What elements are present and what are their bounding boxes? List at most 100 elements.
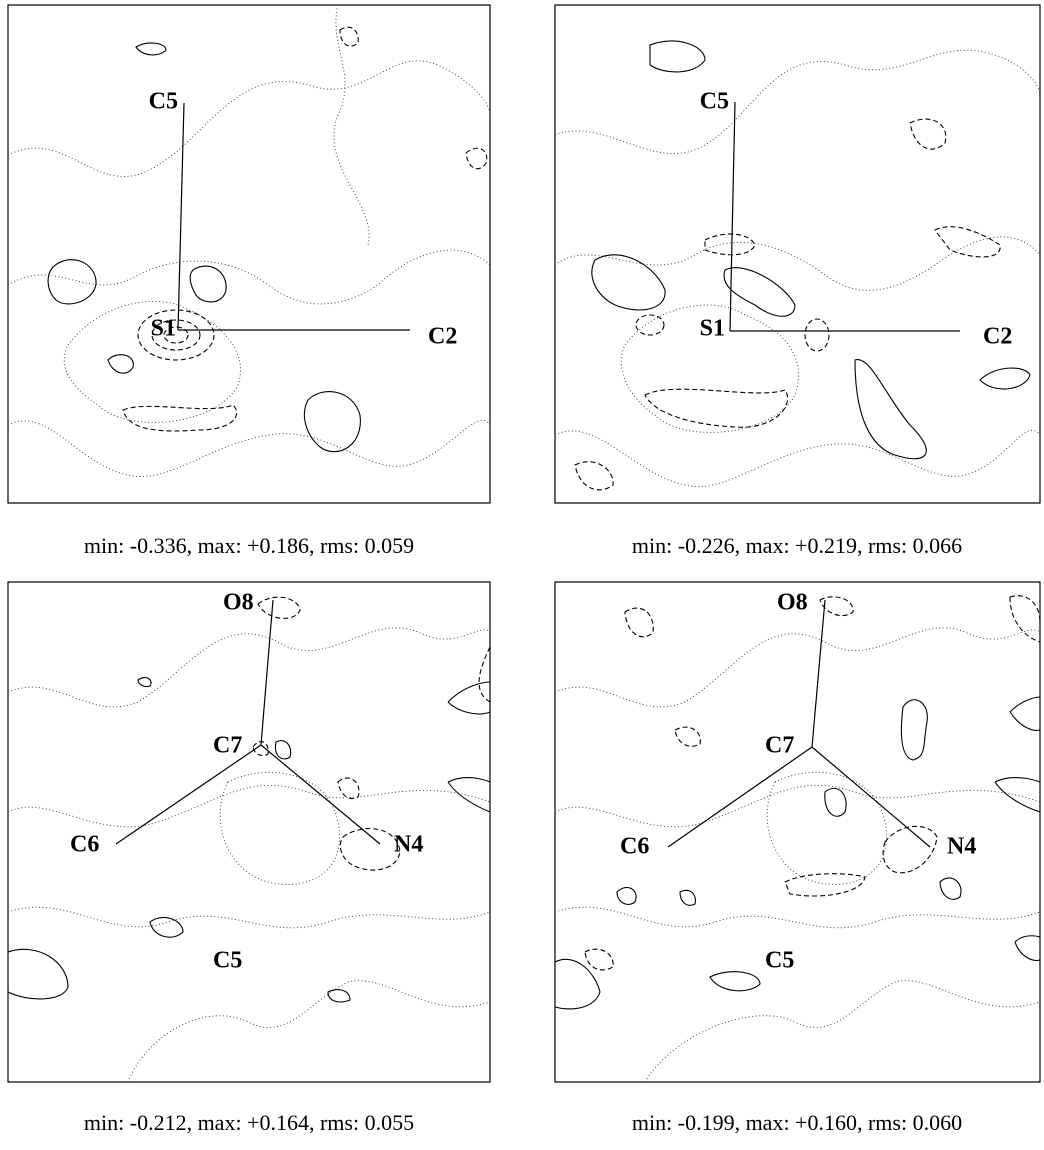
contour bbox=[47, 259, 97, 305]
contour bbox=[149, 917, 184, 938]
atom-label: C2 bbox=[983, 324, 1012, 350]
contour bbox=[151, 319, 201, 351]
contour bbox=[591, 254, 666, 311]
contour bbox=[478, 646, 491, 703]
contour bbox=[252, 741, 269, 757]
contour bbox=[784, 873, 866, 897]
caption: min: -0.226, max: +0.219, rms: 0.066 bbox=[632, 533, 962, 558]
atom-label: S1 bbox=[151, 316, 176, 342]
contour bbox=[584, 948, 614, 971]
contour bbox=[709, 971, 761, 992]
contour bbox=[333, 4, 370, 246]
contour bbox=[674, 726, 701, 747]
panel-frame bbox=[554, 581, 1041, 1083]
contour bbox=[1009, 595, 1041, 643]
bond bbox=[260, 744, 381, 845]
caption: min: -0.336, max: +0.186, rms: 0.059 bbox=[84, 533, 414, 558]
contour bbox=[554, 627, 1041, 708]
contour bbox=[854, 359, 927, 460]
contour bbox=[620, 304, 799, 433]
contour bbox=[644, 980, 1041, 1083]
panel-frame bbox=[554, 4, 1041, 504]
contour bbox=[7, 906, 491, 929]
contour bbox=[447, 777, 491, 813]
contour bbox=[679, 889, 696, 906]
atom-label: C5 bbox=[700, 89, 729, 115]
contour bbox=[704, 233, 756, 256]
contour bbox=[644, 388, 789, 428]
contour bbox=[994, 777, 1041, 813]
bond bbox=[811, 599, 826, 748]
contour bbox=[7, 784, 491, 828]
contour bbox=[7, 249, 491, 305]
contour bbox=[934, 226, 1001, 258]
contour bbox=[554, 784, 1041, 828]
contour bbox=[219, 771, 340, 885]
bond bbox=[260, 599, 274, 746]
map-panel: O8 C7 C6 N4 C5 bbox=[554, 581, 1041, 1083]
contour bbox=[635, 314, 665, 336]
atom-label: S1 bbox=[700, 316, 725, 342]
atom-label: N4 bbox=[394, 832, 423, 858]
contour bbox=[939, 877, 962, 900]
atom-label: C5 bbox=[213, 948, 242, 974]
contour bbox=[137, 677, 152, 688]
atom-label: C2 bbox=[428, 324, 457, 350]
contour bbox=[554, 429, 1041, 487]
atom-label: N4 bbox=[947, 834, 976, 860]
contour bbox=[574, 461, 614, 491]
contour bbox=[327, 989, 351, 1003]
contour bbox=[624, 607, 654, 638]
bond bbox=[177, 102, 185, 331]
contour bbox=[339, 828, 401, 871]
contour bbox=[824, 787, 847, 817]
bond bbox=[811, 746, 931, 848]
contour bbox=[554, 236, 1041, 291]
panel-frame bbox=[7, 4, 491, 504]
bond bbox=[115, 744, 262, 845]
contour bbox=[723, 267, 796, 317]
contour bbox=[339, 26, 359, 47]
caption: min: -0.199, max: +0.160, rms: 0.060 bbox=[632, 1110, 962, 1135]
contour bbox=[303, 391, 361, 453]
contour bbox=[909, 118, 947, 150]
contour bbox=[337, 777, 360, 800]
contour bbox=[1009, 696, 1041, 731]
atom-label: C5 bbox=[765, 948, 794, 974]
contour bbox=[135, 42, 167, 56]
contour bbox=[189, 265, 227, 303]
contour bbox=[163, 326, 189, 344]
contour bbox=[447, 681, 491, 715]
contour bbox=[7, 419, 491, 477]
map-panel: C5 S1 C2 bbox=[7, 4, 491, 504]
atom-label: C6 bbox=[70, 832, 99, 858]
contour bbox=[127, 980, 491, 1083]
atom-label: C7 bbox=[765, 733, 794, 759]
contour bbox=[274, 740, 292, 760]
bond bbox=[667, 746, 813, 848]
contour bbox=[616, 887, 637, 905]
bond bbox=[729, 101, 736, 332]
contour bbox=[465, 147, 488, 170]
contour bbox=[766, 771, 887, 885]
contour bbox=[804, 318, 830, 352]
contour bbox=[107, 354, 134, 374]
panel-frame bbox=[7, 581, 491, 1083]
contour bbox=[257, 596, 301, 619]
contour bbox=[554, 958, 601, 1010]
caption: min: -0.212, max: +0.164, rms: 0.055 bbox=[84, 1110, 414, 1135]
contour bbox=[63, 300, 241, 423]
contour bbox=[554, 49, 1041, 155]
contour bbox=[979, 367, 1031, 390]
atom-label: C7 bbox=[213, 733, 242, 759]
contour bbox=[882, 825, 938, 874]
contour bbox=[1014, 935, 1041, 961]
contour bbox=[7, 60, 491, 177]
map-panel: O8 C7 C6 N4 C5 bbox=[7, 581, 491, 1083]
contour bbox=[7, 627, 491, 708]
contour bbox=[137, 309, 215, 361]
map-panel: C5 S1 C2 bbox=[554, 4, 1041, 504]
contour bbox=[554, 906, 1041, 929]
